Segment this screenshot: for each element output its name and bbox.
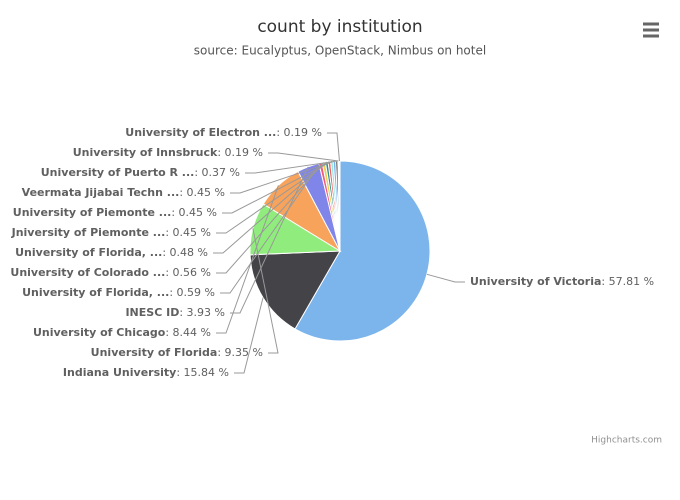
connector: [230, 160, 335, 194]
category-name: University of Victoria: [470, 275, 601, 288]
value-label: : 0.45 %: [179, 186, 225, 199]
value-label: : 0.56 %: [165, 266, 211, 279]
value-label: : 0.19 %: [276, 126, 322, 139]
value-label: : 0.45 %: [171, 206, 217, 219]
value-label: : 3.93 %: [179, 306, 225, 319]
connector: [230, 166, 309, 314]
credits[interactable]: Highcharts.com: [591, 436, 662, 446]
data-label: University of Chicago: 8.44 %: [33, 326, 211, 339]
value-label: : 15.84 %: [176, 366, 229, 379]
data-label: INESC ID: 3.93 %: [125, 306, 225, 319]
connector: [252, 228, 279, 354]
menu-button[interactable]: [636, 16, 666, 44]
data-label: University of Electron ...: 0.19 %: [125, 126, 322, 139]
connector: [426, 273, 465, 283]
category-name: Jniversity of Piemonte ...: [11, 226, 166, 239]
data-label: University of Colorado ...: 0.56 %: [10, 266, 211, 279]
category-name: University of Florida: [91, 346, 218, 359]
category-name: University of Innsbruck: [73, 146, 218, 159]
data-label: Jniversity of Piemonte ...: 0.45 %: [11, 226, 211, 239]
category-name: University of Piemonte ...: [13, 206, 172, 219]
data-label: University of Victoria: 57.81 %: [470, 275, 654, 288]
chart-title: count by institution: [257, 17, 422, 37]
connector: [216, 185, 279, 334]
pie-slice: [294, 160, 431, 342]
connector: [268, 152, 339, 162]
value-label: : 0.59 %: [169, 286, 215, 299]
value-label: : 0.48 %: [162, 246, 208, 259]
data-label: University of Piemonte ...: 0.45 %: [13, 206, 217, 219]
value-label: : 0.37 %: [194, 166, 240, 179]
category-name: University of Chicago: [33, 326, 166, 339]
connector: [220, 162, 321, 294]
data-label: Indiana University: 15.84 %: [63, 366, 229, 379]
data-label: University of Innsbruck: 0.19 %: [73, 146, 263, 159]
value-label: : 8.44 %: [165, 326, 211, 339]
data-label: University of Florida, ...: 0.59 %: [22, 286, 215, 299]
connector: [234, 297, 264, 374]
connector: [327, 132, 340, 162]
category-name: Indiana University: [63, 366, 176, 379]
category-name: University of Florida, ...: [22, 286, 169, 299]
category-name: University of Florida, ...: [15, 246, 162, 259]
category-name: Veermata Jijabai Techn ...: [22, 186, 180, 199]
pie-slice: [338, 160, 341, 252]
category-name: University of Puerto R ...: [41, 166, 195, 179]
value-label: : 57.81 %: [601, 275, 654, 288]
data-label: University of Florida, ...: 0.48 %: [15, 246, 208, 259]
data-label: University of Puerto R ...: 0.37 %: [41, 166, 240, 179]
category-name: INESC ID: [125, 306, 179, 319]
connector: [245, 160, 337, 174]
value-label: : 0.45 %: [165, 226, 211, 239]
value-label: : 0.19 %: [217, 146, 263, 159]
category-name: University of Colorado ...: [10, 266, 165, 279]
chart-subtitle: source: Eucalyptus, OpenStack, Nimbus on…: [194, 44, 486, 58]
data-label: University of Florida: 9.35 %: [91, 346, 263, 359]
connector: [216, 161, 330, 234]
connector: [222, 160, 333, 214]
connector: [216, 162, 325, 274]
connector: [213, 161, 328, 254]
value-label: : 9.35 %: [217, 346, 263, 359]
data-label: Veermata Jijabai Techn ...: 0.45 %: [22, 186, 225, 199]
category-name: University of Electron ...: [125, 126, 276, 139]
